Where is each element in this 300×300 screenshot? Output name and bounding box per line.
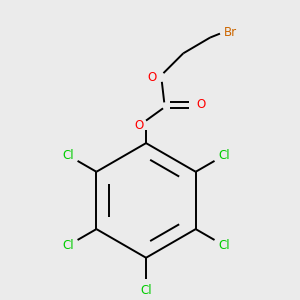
Text: Cl: Cl [218,239,230,252]
Text: Cl: Cl [218,149,230,162]
Text: Cl: Cl [140,284,152,297]
Text: O: O [148,70,157,84]
Text: O: O [196,98,206,111]
Text: Cl: Cl [62,239,74,252]
Text: Cl: Cl [62,149,74,162]
Text: O: O [134,119,144,132]
Text: Br: Br [224,26,237,39]
